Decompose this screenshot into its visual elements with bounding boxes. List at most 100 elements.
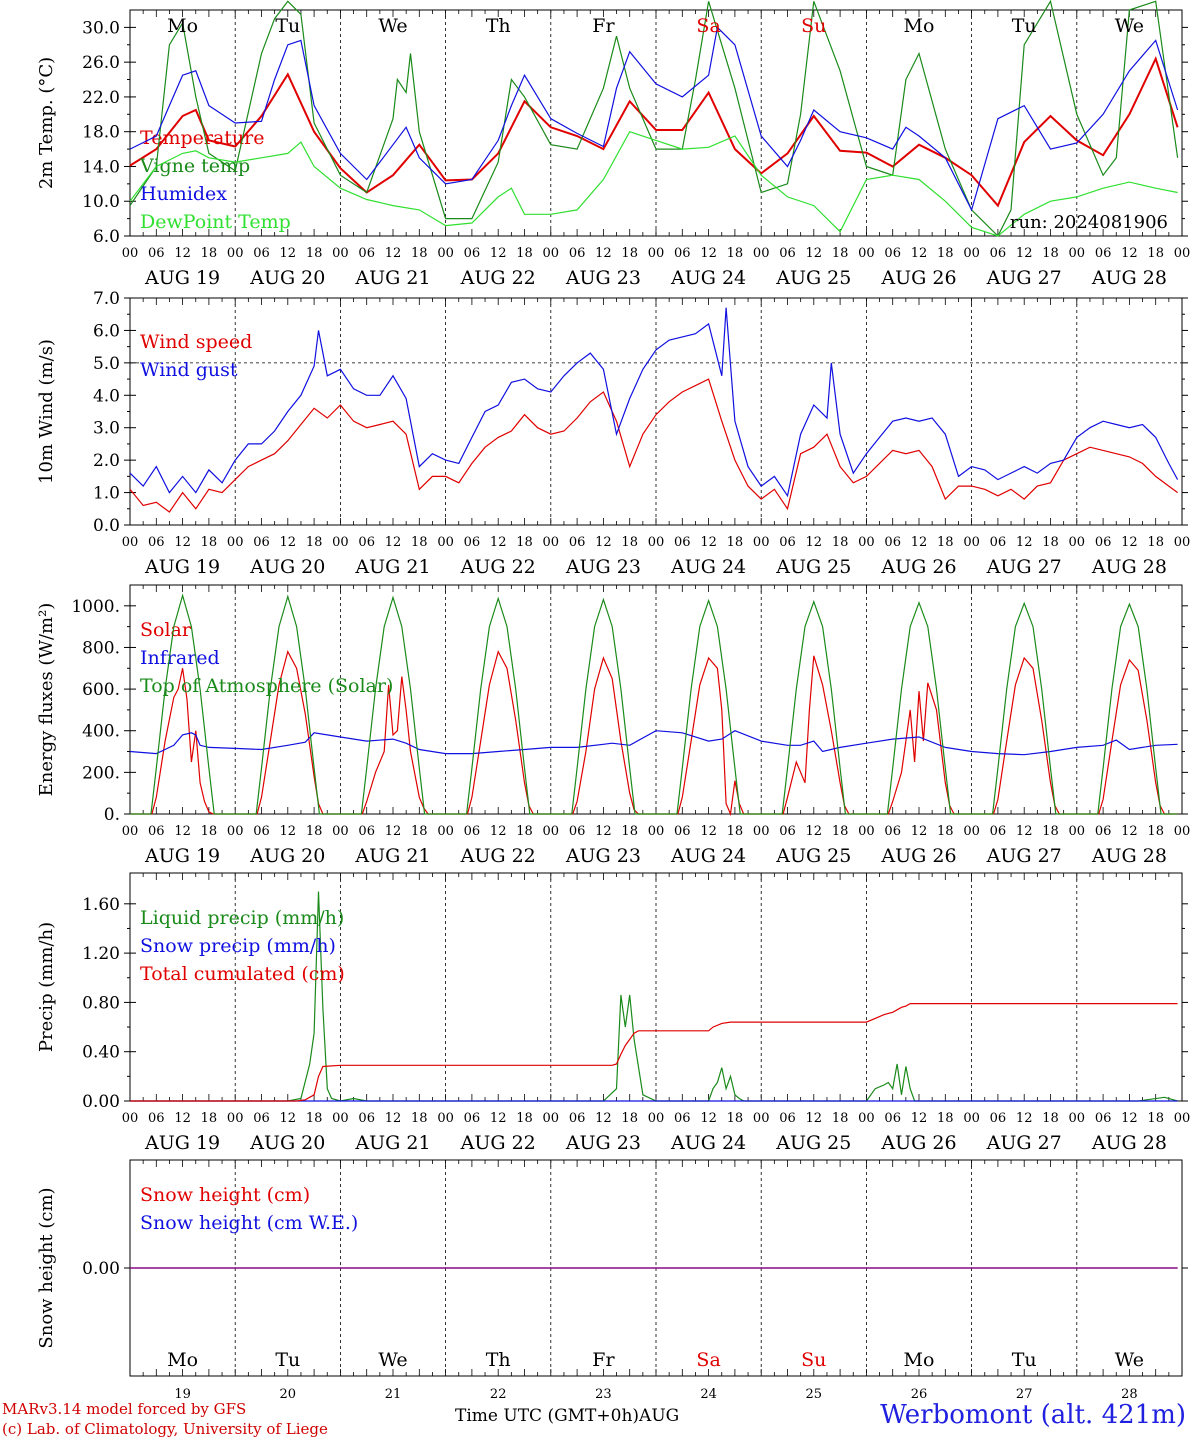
hour-tick-label: 18 <box>727 824 744 839</box>
y-axis-label: Precip (mm/h) <box>36 922 57 1052</box>
hour-tick-label: 00 <box>1174 535 1191 550</box>
hour-tick-label: 12 <box>385 1111 402 1126</box>
series-line <box>130 1002 1178 1102</box>
hour-tick-label: 06 <box>674 535 691 550</box>
hour-tick-label: 00 <box>858 824 875 839</box>
hour-tick-label: 00 <box>227 535 244 550</box>
weekday-label-bottom: Th <box>486 1349 511 1371</box>
weekday-label-top: Su <box>801 15 826 37</box>
hour-tick-label: 12 <box>1121 1111 1138 1126</box>
hour-tick-label: 06 <box>990 535 1007 550</box>
date-label: AUG 24 <box>670 556 746 578</box>
hour-tick-label: 06 <box>148 1111 165 1126</box>
hour-tick-label: 00 <box>543 1111 560 1126</box>
hour-tick-label: 00 <box>1174 246 1191 261</box>
hour-tick-label: 00 <box>753 824 770 839</box>
y-tick-label: 0.80 <box>82 993 120 1013</box>
weekday-label-bottom: Tu <box>275 1349 300 1371</box>
date-label: AUG 26 <box>880 556 956 578</box>
hour-tick-label: 18 <box>832 246 849 261</box>
hour-tick-label: 18 <box>621 1111 638 1126</box>
hour-tick-label: 12 <box>280 824 297 839</box>
y-tick-label: 1.0 <box>93 484 120 504</box>
weekday-label-bottom: Su <box>801 1349 826 1371</box>
weekday-label-bottom: Fr <box>592 1349 615 1371</box>
hour-tick-label: 00 <box>753 246 770 261</box>
series-line <box>129 730 1178 756</box>
hour-tick-label: 06 <box>779 535 796 550</box>
hour-tick-label: 00 <box>753 535 770 550</box>
hour-tick-label: 18 <box>516 246 533 261</box>
y-tick-label: 10.0 <box>82 192 120 212</box>
hour-tick-label: 18 <box>727 246 744 261</box>
hour-tick-label: 06 <box>358 1111 375 1126</box>
hour-tick-label: 12 <box>490 246 507 261</box>
hour-tick-label: 18 <box>937 535 954 550</box>
legend-entry: Infrared <box>140 647 220 669</box>
hour-tick-label: 12 <box>806 246 823 261</box>
date-label: AUG 26 <box>880 267 956 289</box>
date-label: AUG 27 <box>986 845 1062 867</box>
date-label: AUG 21 <box>354 267 430 289</box>
hour-tick-label: 00 <box>648 535 665 550</box>
weekday-label-top: Tu <box>1012 15 1037 37</box>
hour-tick-label: 06 <box>148 535 165 550</box>
date-label: AUG 19 <box>144 556 220 578</box>
hour-tick-label: 00 <box>1174 1111 1191 1126</box>
day-number: 19 <box>174 1387 191 1402</box>
weekday-label-top: We <box>1115 15 1144 37</box>
hour-tick-label: 18 <box>1147 246 1164 261</box>
hour-tick-label: 00 <box>332 535 349 550</box>
hour-tick-label: 18 <box>411 535 428 550</box>
day-number: 24 <box>700 1387 717 1402</box>
y-tick-label: 0. <box>104 805 120 825</box>
hour-tick-label: 18 <box>411 824 428 839</box>
hour-tick-label: 06 <box>253 824 270 839</box>
date-label: AUG 28 <box>1091 267 1167 289</box>
hour-tick-label: 18 <box>1042 535 1059 550</box>
date-label: AUG 25 <box>775 556 851 578</box>
hour-tick-label: 00 <box>227 1111 244 1126</box>
panel-5: 0.00 Snow height (cm) Snow height (cm) Snow… <box>36 1159 1188 1402</box>
hour-tick-label: 06 <box>253 535 270 550</box>
time-axis-label: Time UTC (GMT+0h) <box>455 1406 640 1426</box>
hour-tick-label: 18 <box>306 1111 323 1126</box>
day-number: 28 <box>1121 1387 1138 1402</box>
hour-tick-label: 00 <box>437 535 454 550</box>
hour-tick-label: 06 <box>884 1111 901 1126</box>
station-name: Werbomont (alt. 421m) <box>880 1400 1186 1430</box>
hour-tick-label: 18 <box>411 246 428 261</box>
hour-tick-label: 06 <box>779 246 796 261</box>
hour-tick-label: 18 <box>306 246 323 261</box>
hour-tick-label: 12 <box>1121 246 1138 261</box>
hour-tick-label: 06 <box>990 246 1007 261</box>
hour-tick-label: 00 <box>1069 824 1086 839</box>
hour-tick-label: 12 <box>700 824 717 839</box>
weekday-label-top: Mo <box>167 15 198 37</box>
hour-tick-label: 06 <box>464 246 481 261</box>
day-number: 25 <box>806 1387 823 1402</box>
month-label: AUG <box>639 1406 680 1426</box>
hour-tick-label: 00 <box>963 535 980 550</box>
hour-tick-label: 12 <box>1016 1111 1033 1126</box>
hour-tick-label: 00 <box>437 246 454 261</box>
hour-tick-label: 18 <box>1042 824 1059 839</box>
weekday-label-bottom: Mo <box>167 1349 198 1371</box>
y-axis-label: 10m Wind (m/s) <box>36 339 57 484</box>
hour-tick-label: 06 <box>779 824 796 839</box>
weekday-label-top: Th <box>486 15 511 37</box>
hour-tick-label: 00 <box>122 824 139 839</box>
hour-tick-label: 12 <box>1016 535 1033 550</box>
hour-tick-label: 18 <box>621 824 638 839</box>
date-label: AUG 21 <box>354 556 430 578</box>
legend-entry: Vigne temp <box>139 155 250 177</box>
series-line <box>129 55 1179 208</box>
hour-tick-label: 18 <box>201 824 218 839</box>
legend-entry: Wind gust <box>140 359 238 381</box>
weekday-label-bottom: We <box>378 1349 407 1371</box>
series-line <box>130 891 1178 1102</box>
weekday-label-top: Tu <box>275 15 300 37</box>
hour-tick-label: 12 <box>595 535 612 550</box>
y-tick-label: 22.0 <box>82 88 120 108</box>
